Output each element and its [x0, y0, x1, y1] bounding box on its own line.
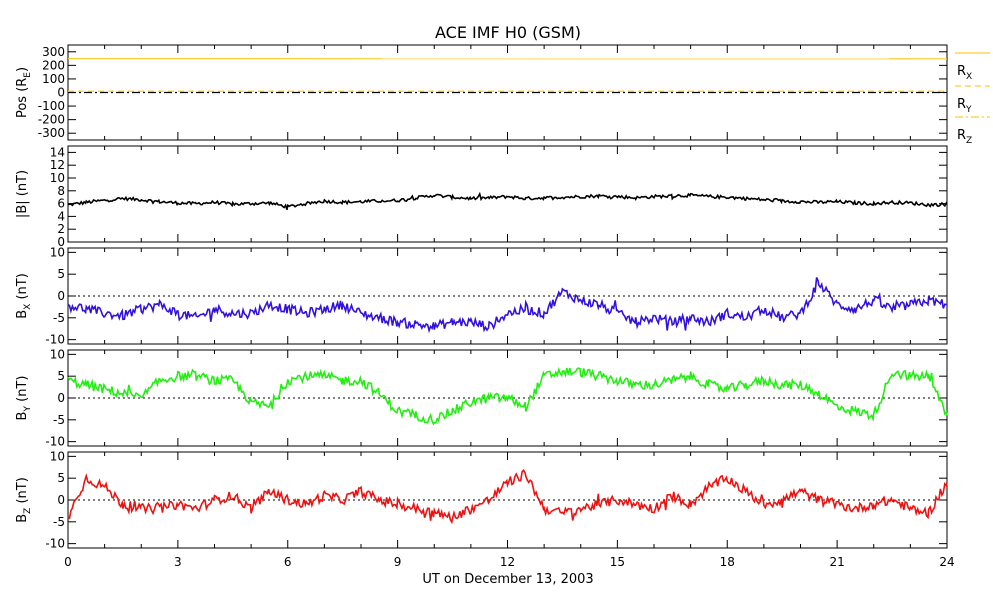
series-bz: [68, 470, 947, 522]
y-tick-label: 10: [50, 245, 65, 259]
x-tick-label: 9: [394, 555, 402, 569]
y-label-main: |B| (nT): [15, 170, 30, 218]
y-label-main: B: [15, 310, 30, 319]
series-bmag: [68, 194, 947, 210]
y-label-main: Pos (R: [15, 78, 30, 118]
legend-item-z: RZ: [955, 117, 990, 146]
y-label-end: (nT): [15, 477, 30, 507]
x-tick-label: 21: [829, 555, 844, 569]
y-tick-label: -10: [45, 537, 65, 551]
y-tick-label: 10: [50, 347, 65, 361]
y-label-end: (nT): [15, 273, 30, 303]
legend-label-sub: Y: [965, 105, 972, 115]
legend-label-main: R: [957, 64, 966, 79]
y-tick-label: 0: [57, 391, 65, 405]
y-tick-label: -100: [38, 99, 65, 113]
y-label-end: (nT): [15, 376, 30, 406]
x-tick-label: 0: [64, 555, 72, 569]
y-tick-label: -5: [53, 311, 65, 325]
x-tick-label: 15: [610, 555, 625, 569]
x-tick-label: 3: [174, 555, 182, 569]
y-tick-label: 300: [42, 45, 65, 59]
y-tick-label: 5: [57, 267, 65, 281]
legend-label-main: R: [957, 128, 966, 143]
y-tick-label: 0: [57, 289, 65, 303]
legend-label: RY: [957, 97, 972, 115]
x-tick-label: 24: [939, 555, 954, 569]
y-label-main: B: [15, 514, 30, 523]
y-axis-label: |B| (nT): [15, 170, 30, 218]
legend-label-sub: Z: [966, 136, 972, 146]
y-label-main: B: [15, 412, 30, 421]
legend-item-x: RX: [955, 53, 990, 82]
legend-label: RZ: [957, 128, 972, 146]
y-axis-label: BZ (nT): [15, 477, 33, 523]
legend-item-y: RY: [955, 86, 990, 115]
y-tick-label: -300: [38, 126, 65, 140]
legend-label-main: R: [957, 97, 966, 112]
y-tick-label: 0: [57, 86, 65, 100]
panel-by: 10 5 0 -5 -10 BY (nT): [15, 347, 947, 448]
y-tick-label: 200: [42, 58, 65, 72]
y-tick-label: -5: [53, 413, 65, 427]
y-axis-label: BX (nT): [15, 273, 33, 319]
x-tick-label: 6: [284, 555, 292, 569]
x-tick-label: 18: [720, 555, 735, 569]
y-tick-label: -5: [53, 515, 65, 529]
y-axis-label: BY (nT): [15, 376, 33, 421]
series-by: [68, 368, 947, 424]
legend-label: RX: [957, 64, 972, 82]
y-tick-label: 100: [42, 72, 65, 86]
y-tick-label: 10: [50, 449, 65, 463]
y-label-end: ): [15, 67, 30, 72]
chart-title: ACE IMF H0 (GSM): [435, 23, 581, 42]
series-bx: [68, 277, 947, 330]
y-axis-label: Pos (RE): [15, 67, 33, 118]
x-axis-label: UT on December 13, 2003: [422, 572, 593, 587]
panel-bx: 10 5 0 -5 -10 BX (nT): [15, 245, 947, 346]
y-tick-label: -10: [45, 435, 65, 449]
y-tick-label: -10: [45, 333, 65, 347]
panel-frame: [68, 146, 947, 242]
y-tick-label: -200: [38, 113, 65, 127]
y-tick-label: 5: [57, 369, 65, 383]
y-tick-label: 5: [57, 471, 65, 485]
panel-bz: 10 5 0 -5 -10 BZ (nT) 0 3 6 9 12 15 18 21 24: [15, 449, 955, 569]
x-tick-label: 12: [500, 555, 515, 569]
legend-label-sub: X: [966, 72, 972, 82]
y-tick-label: 0: [57, 493, 65, 507]
